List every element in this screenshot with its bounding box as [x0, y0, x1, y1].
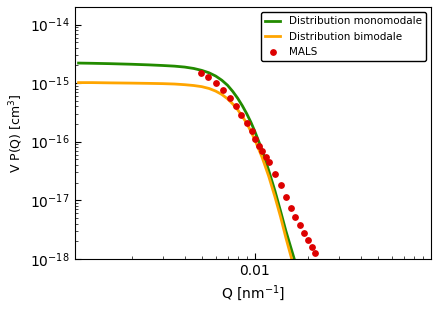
MALS — [198, 70, 205, 75]
MALS — [292, 214, 299, 219]
Distribution monomodale — [191, 67, 196, 70]
Distribution monomodale — [172, 64, 177, 68]
Y-axis label: V P(Q) [cm$^3$]: V P(Q) [cm$^3$] — [7, 93, 25, 173]
Line: Distribution bimodale: Distribution bimodale — [78, 82, 431, 310]
Distribution bimodale — [182, 83, 187, 86]
Distribution bimodale — [160, 82, 165, 86]
MALS — [287, 205, 294, 210]
MALS — [300, 230, 307, 235]
MALS — [312, 250, 319, 255]
X-axis label: Q [nm$^{-1}$]: Q [nm$^{-1}$] — [221, 283, 285, 303]
Distribution monomodale — [219, 78, 224, 82]
Distribution monomodale — [76, 61, 81, 65]
Distribution bimodale — [199, 85, 205, 89]
MALS — [219, 88, 226, 93]
Distribution bimodale — [248, 130, 254, 133]
Distribution monomodale — [259, 148, 265, 152]
MALS — [212, 81, 219, 86]
Distribution monomodale — [283, 229, 289, 233]
MALS — [243, 120, 250, 125]
Distribution monomodale — [199, 69, 205, 72]
Distribution monomodale — [146, 63, 151, 67]
Distribution bimodale — [206, 86, 212, 90]
Distribution bimodale — [107, 81, 112, 85]
Distribution monomodale — [213, 74, 218, 78]
Legend: Distribution monomodale, Distribution bimodale, MALS: Distribution monomodale, Distribution bi… — [261, 12, 426, 61]
MALS — [258, 148, 265, 153]
Distribution bimodale — [259, 156, 265, 159]
Distribution bimodale — [219, 93, 224, 96]
Distribution bimodale — [252, 138, 258, 142]
Distribution monomodale — [129, 62, 134, 66]
Distribution monomodale — [240, 104, 245, 108]
Distribution bimodale — [76, 81, 81, 84]
Distribution bimodale — [293, 271, 298, 274]
Distribution bimodale — [272, 195, 278, 198]
Distribution bimodale — [90, 81, 95, 84]
Distribution bimodale — [225, 97, 230, 101]
MALS — [256, 143, 263, 148]
MALS — [272, 171, 279, 176]
Distribution bimodale — [266, 175, 272, 178]
MALS — [308, 244, 315, 249]
MALS — [263, 154, 270, 159]
Distribution bimodale — [213, 89, 218, 93]
Distribution monomodale — [248, 120, 254, 124]
Distribution bimodale — [244, 122, 249, 125]
MALS — [265, 159, 272, 164]
Distribution monomodale — [230, 90, 235, 93]
Line: Distribution monomodale: Distribution monomodale — [78, 63, 431, 310]
MALS — [226, 96, 233, 101]
MALS — [304, 237, 311, 242]
Distribution bimodale — [230, 102, 235, 106]
Distribution bimodale — [172, 82, 177, 86]
Distribution monomodale — [305, 300, 311, 304]
Distribution bimodale — [283, 236, 289, 239]
Distribution monomodale — [235, 96, 240, 100]
Distribution bimodale — [235, 108, 240, 112]
MALS — [248, 129, 255, 134]
Distribution bimodale — [240, 115, 245, 118]
Distribution monomodale — [244, 112, 249, 116]
Distribution monomodale — [206, 71, 212, 75]
MALS — [204, 75, 211, 80]
MALS — [296, 222, 303, 227]
Distribution monomodale — [90, 61, 95, 65]
Distribution monomodale — [278, 209, 283, 213]
MALS — [238, 112, 245, 117]
Distribution monomodale — [272, 189, 278, 193]
Distribution monomodale — [252, 130, 258, 133]
Distribution bimodale — [278, 215, 283, 219]
Distribution bimodale — [146, 82, 151, 85]
Distribution monomodale — [293, 261, 298, 265]
MALS — [232, 104, 239, 109]
MALS — [283, 194, 290, 199]
Distribution bimodale — [191, 84, 196, 87]
Distribution monomodale — [160, 64, 165, 67]
Distribution monomodale — [107, 62, 112, 65]
Distribution bimodale — [129, 81, 134, 85]
Distribution monomodale — [266, 169, 272, 172]
Distribution monomodale — [182, 65, 187, 69]
Distribution monomodale — [225, 83, 230, 87]
MALS — [277, 183, 284, 188]
MALS — [251, 137, 258, 142]
